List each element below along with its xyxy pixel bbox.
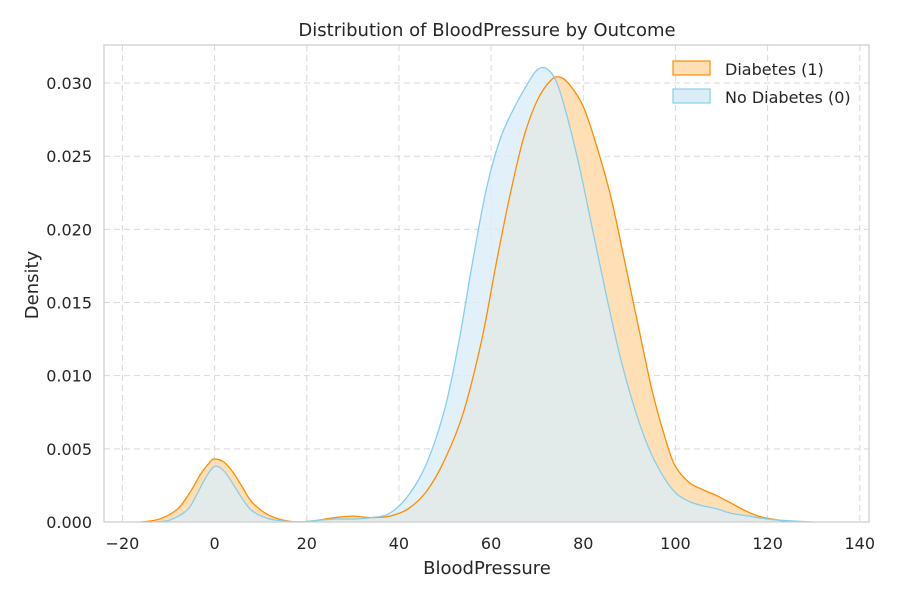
series-diabetes-line bbox=[140, 76, 791, 523]
plot-frame bbox=[103, 44, 870, 523]
y-tick-label: 0.010 bbox=[46, 367, 92, 386]
chart-title: Distribution of BloodPressure by Outcome bbox=[298, 20, 675, 41]
x-tick-label: 140 bbox=[845, 534, 876, 553]
y-tick-label: 0.005 bbox=[46, 440, 92, 459]
y-axis-ticks: 0.000 0.005 0.010 0.015 0.020 0.025 0.030 bbox=[46, 74, 92, 532]
legend: Diabetes (1) No Diabetes (0) bbox=[672, 60, 851, 107]
x-tick-label: 100 bbox=[660, 534, 691, 553]
x-axis-ticks: −20 0 20 40 60 80 100 120 140 bbox=[106, 534, 876, 553]
x-tick-label: 120 bbox=[752, 534, 783, 553]
x-tick-label: 0 bbox=[210, 534, 220, 553]
y-tick-label: 0.025 bbox=[46, 147, 92, 166]
x-tick-label: −20 bbox=[106, 534, 140, 553]
series-layer bbox=[140, 66, 814, 523]
y-tick-label: 0.030 bbox=[46, 74, 92, 93]
legend-swatch-no-diabetes bbox=[672, 88, 711, 104]
y-tick-label: 0.015 bbox=[46, 294, 92, 313]
x-tick-label: 40 bbox=[389, 534, 409, 553]
series-no-diabetes-line bbox=[150, 66, 814, 523]
x-tick-label: 60 bbox=[481, 534, 501, 553]
y-axis-label: Density bbox=[22, 250, 43, 319]
legend-label-no-diabetes: No Diabetes (0) bbox=[725, 88, 851, 107]
x-tick-label: 80 bbox=[573, 534, 593, 553]
y-tick-label: 0.020 bbox=[46, 220, 92, 239]
x-axis-label: BloodPressure bbox=[423, 558, 551, 579]
series-no-diabetes-area bbox=[150, 67, 814, 523]
y-tick-label: 0.000 bbox=[46, 513, 92, 532]
legend-label-diabetes: Diabetes (1) bbox=[725, 60, 824, 79]
x-tick-label: 20 bbox=[297, 534, 317, 553]
legend-swatch-diabetes bbox=[672, 60, 711, 76]
